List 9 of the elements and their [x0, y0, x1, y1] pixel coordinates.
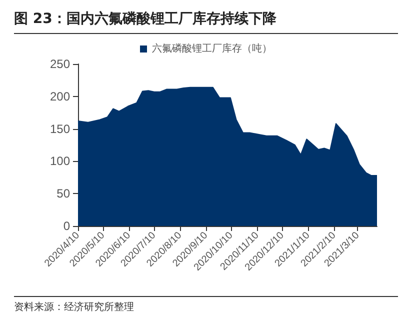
y-tick-label: 200 — [50, 89, 70, 104]
y-tick-label: 0 — [63, 219, 70, 233]
y-tick-label: 50 — [56, 186, 70, 201]
legend-label: 六氟磷酸锂工厂库存（吨） — [152, 42, 272, 54]
chart-title: 图 23：国内六氟磷酸锂工厂库存持续下降 — [14, 10, 398, 34]
text: 资料来源：经济研究所整理 — [14, 296, 398, 314]
y-tick-label: 100 — [50, 154, 70, 168]
y-tick-label: 150 — [50, 122, 70, 136]
y-tick-label: 250 — [50, 57, 70, 71]
